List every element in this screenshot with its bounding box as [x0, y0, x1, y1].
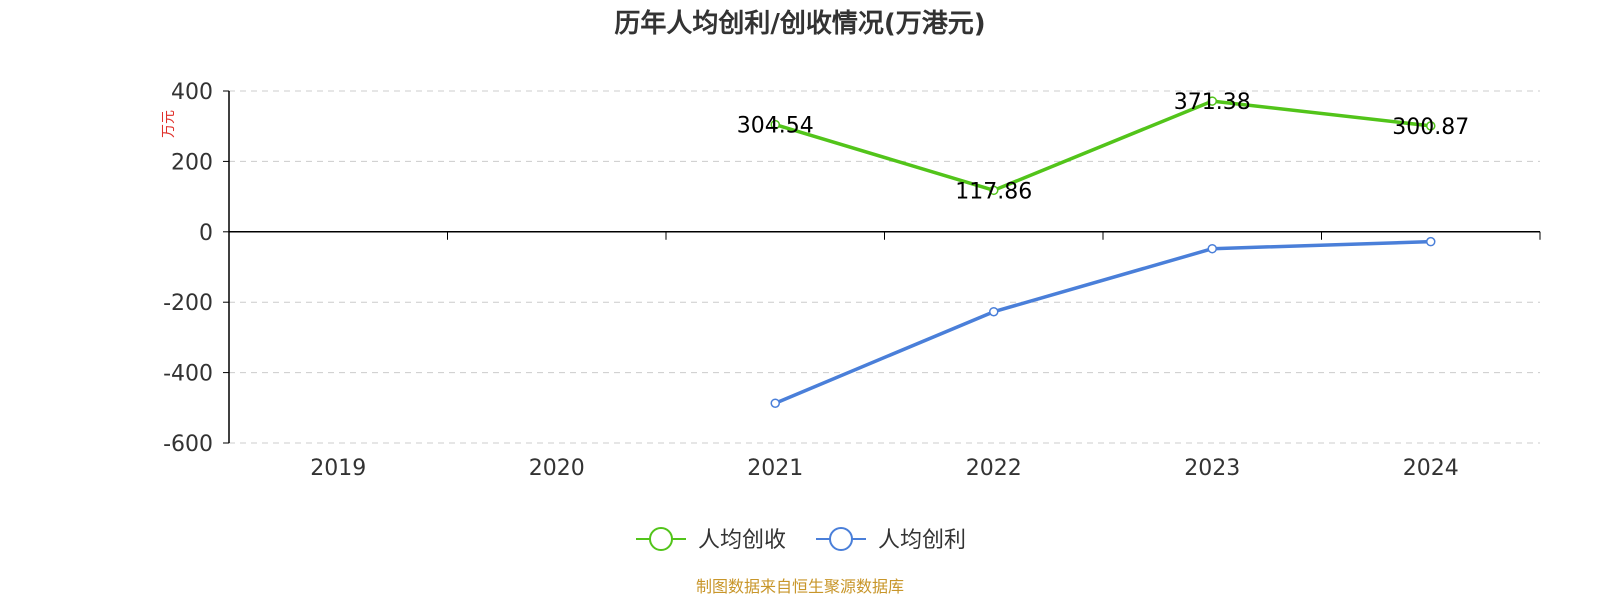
- data-point[interactable]: [1426, 121, 1436, 131]
- x-tick-label: 2022: [966, 456, 1022, 481]
- legend-label: 人均创收: [698, 528, 786, 553]
- legend-item-2[interactable]: 人均创利: [816, 527, 966, 553]
- y-tick-label: 0: [199, 221, 213, 246]
- data-point[interactable]: [770, 119, 780, 130]
- data-point[interactable]: [989, 185, 999, 196]
- legend-label: 人均创利: [878, 528, 966, 553]
- data-label: 304.54: [737, 114, 814, 139]
- data-labels: 304.54 117.86 371.38 300.87: [737, 90, 1469, 204]
- y-tick-label: 200: [171, 150, 213, 175]
- grid-lines: [229, 90, 1540, 444]
- data-label: 371.38: [1174, 90, 1251, 115]
- legend-item-1[interactable]: 人均创收: [636, 527, 786, 553]
- data-label: 117.86: [955, 179, 1032, 204]
- chart-title: 历年人均创利/创收情况(万港元): [614, 8, 985, 39]
- tick-labels: 400 200 0 -200 -400 -600 2019 2020 2021 2022 2023 2…: [163, 80, 1459, 481]
- legend[interactable]: 人均创收 人均创利: [636, 527, 966, 553]
- x-tick-label: 2024: [1403, 456, 1459, 481]
- x-tick-label: 2021: [747, 456, 803, 481]
- legend-marker-icon: [649, 527, 673, 551]
- series-layer: [770, 96, 1436, 408]
- data-label: 300.87: [1392, 115, 1469, 140]
- y-tick-label: -200: [163, 291, 213, 316]
- data-point[interactable]: [989, 306, 999, 317]
- x-tick-label: 2019: [310, 456, 366, 481]
- legend-marker-icon: [829, 527, 853, 551]
- data-point[interactable]: [1426, 236, 1436, 247]
- y-axis-label: 万元: [161, 110, 177, 138]
- series-line-2: [774, 239, 1431, 405]
- x-tick-label: 2023: [1184, 456, 1240, 481]
- data-point[interactable]: [1207, 243, 1217, 254]
- y-tick-label: 400: [171, 80, 213, 105]
- y-tick-label: -400: [163, 362, 213, 387]
- source-note: 制图数据来自恒生聚源数据库: [696, 577, 904, 596]
- data-point[interactable]: [1207, 96, 1217, 106]
- axes: [223, 90, 1541, 444]
- data-point[interactable]: [770, 398, 780, 408]
- y-tick-label: -600: [163, 432, 213, 457]
- x-tick-label: 2020: [529, 456, 585, 481]
- series-line-1: [774, 99, 1431, 193]
